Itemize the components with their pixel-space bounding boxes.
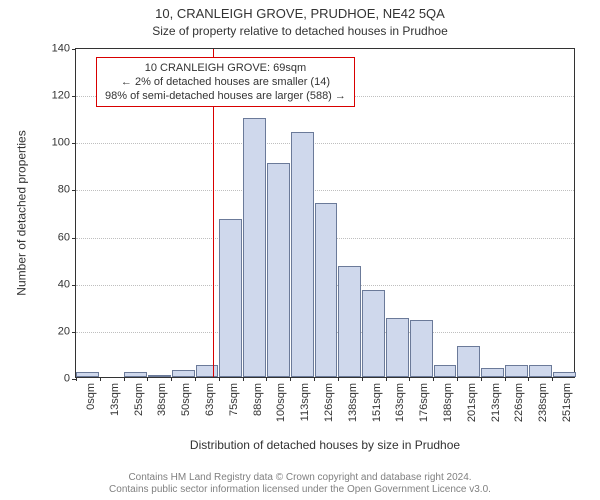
y-tick-mark (72, 143, 76, 144)
x-tick-mark (409, 377, 410, 381)
histogram-bar (243, 118, 266, 377)
y-tick-mark (72, 238, 76, 239)
x-tick-mark (457, 377, 458, 381)
x-tick-label: 75sqm (228, 383, 240, 416)
x-tick-mark (338, 377, 339, 381)
y-axis-label-text: Number of detached properties (15, 130, 29, 295)
footer: Contains HM Land Registry data © Crown c… (0, 472, 600, 496)
y-tick-mark (72, 96, 76, 97)
x-tick-label: 138sqm (347, 383, 359, 422)
y-tick-label: 140 (32, 44, 76, 55)
histogram-bar (505, 365, 528, 377)
y-tick-label: 100 (32, 138, 76, 149)
histogram-bar (434, 365, 457, 377)
histogram-bar (529, 365, 552, 377)
x-tick-mark (243, 377, 244, 381)
x-tick-label: 38sqm (156, 383, 168, 416)
x-axis-label: Distribution of detached houses by size … (75, 438, 575, 452)
histogram-bar (386, 318, 409, 377)
histogram-bar (362, 290, 385, 377)
x-tick-mark (552, 377, 553, 381)
histogram-bar (481, 368, 504, 377)
x-tick-mark (386, 377, 387, 381)
x-tick-mark (290, 377, 291, 381)
x-tick-label: 63sqm (204, 383, 216, 416)
x-tick-mark (266, 377, 267, 381)
x-tick-label: 251sqm (561, 383, 573, 422)
x-tick-mark (505, 377, 506, 381)
x-tick-label: 50sqm (180, 383, 192, 416)
annotation-line: ← 2% of detached houses are smaller (14) (105, 75, 346, 89)
annotation-line: 10 CRANLEIGH GROVE: 69sqm (105, 61, 346, 75)
y-axis-label: Number of detached properties (14, 48, 30, 378)
x-tick-label: 13sqm (109, 383, 121, 416)
histogram-bar (219, 219, 242, 377)
histogram-bar (267, 163, 290, 378)
y-tick-mark (72, 49, 76, 50)
x-tick-mark (124, 377, 125, 381)
histogram-bar (457, 346, 480, 377)
x-tick-label: 226sqm (513, 383, 525, 422)
x-tick-label: 126sqm (323, 383, 335, 422)
gridline (76, 190, 574, 191)
annotation-line: 98% of semi-detached houses are larger (… (105, 89, 346, 103)
y-tick-label: 120 (32, 91, 76, 102)
y-tick-mark (72, 332, 76, 333)
x-tick-label: 201sqm (466, 383, 478, 422)
histogram-bar (315, 203, 338, 377)
y-tick-mark (72, 285, 76, 286)
x-tick-mark (76, 377, 77, 381)
x-tick-mark (362, 377, 363, 381)
y-tick-label: 20 (32, 326, 76, 337)
y-tick-label: 60 (32, 232, 76, 243)
y-tick-label: 80 (32, 185, 76, 196)
histogram-bar (196, 365, 219, 377)
chart-subtitle: Size of property relative to detached ho… (0, 24, 600, 38)
x-tick-mark (481, 377, 482, 381)
plot-area: 0204060801001201400sqm13sqm25sqm38sqm50s… (75, 48, 575, 378)
histogram-bar (338, 266, 361, 377)
gridline (76, 143, 574, 144)
histogram-bar (172, 370, 195, 377)
histogram-bar (76, 372, 99, 377)
x-tick-label: 0sqm (85, 383, 97, 410)
x-tick-label: 100sqm (275, 383, 287, 422)
x-tick-mark (528, 377, 529, 381)
x-tick-label: 213sqm (490, 383, 502, 422)
x-tick-mark (147, 377, 148, 381)
histogram-bar (553, 372, 576, 377)
footer-line1: Contains HM Land Registry data © Crown c… (0, 472, 600, 484)
histogram-bar (291, 132, 314, 377)
x-tick-mark (433, 377, 434, 381)
annotation-box: 10 CRANLEIGH GROVE: 69sqm← 2% of detache… (96, 57, 355, 107)
x-tick-mark (314, 377, 315, 381)
x-tick-label: 238sqm (537, 383, 549, 422)
x-tick-label: 188sqm (442, 383, 454, 422)
x-tick-mark (100, 377, 101, 381)
x-tick-mark (171, 377, 172, 381)
y-tick-mark (72, 190, 76, 191)
x-tick-label: 113sqm (299, 383, 311, 421)
figure: 10, CRANLEIGH GROVE, PRUDHOE, NE42 5QA S… (0, 0, 600, 500)
x-tick-label: 163sqm (394, 383, 406, 422)
x-tick-label: 25sqm (133, 383, 145, 416)
x-tick-mark (195, 377, 196, 381)
x-tick-label: 88sqm (252, 383, 264, 416)
histogram-bar (410, 320, 433, 377)
title-main: 10, CRANLEIGH GROVE, PRUDHOE, NE42 5QA (0, 6, 600, 21)
y-tick-label: 0 (32, 374, 76, 385)
x-tick-label: 176sqm (418, 383, 430, 422)
x-tick-label: 151sqm (371, 383, 383, 422)
footer-line2: Contains public sector information licen… (0, 484, 600, 496)
histogram-bar (124, 372, 147, 377)
x-tick-mark (219, 377, 220, 381)
y-tick-label: 40 (32, 279, 76, 290)
histogram-bar (148, 375, 171, 377)
